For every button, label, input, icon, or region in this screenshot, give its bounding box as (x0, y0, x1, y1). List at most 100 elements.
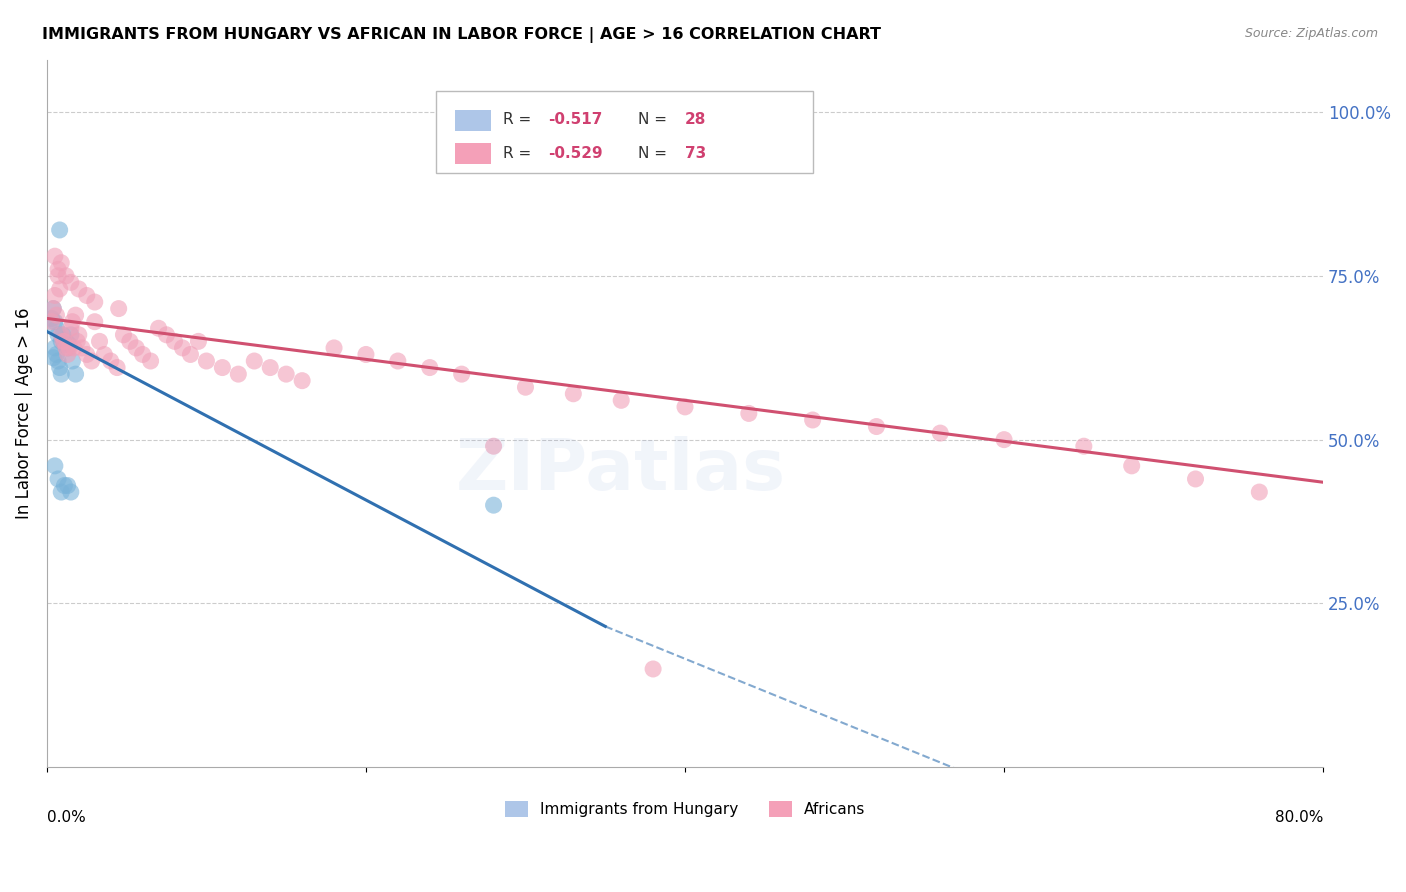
Point (48, 223, 70, 237)
Point (801, 413, 824, 427)
Text: N =: N = (638, 145, 672, 161)
Point (59, 276, 82, 290)
Point (58, 341, 80, 355)
Text: -0.517: -0.517 (548, 112, 603, 128)
Point (83, 315, 105, 329)
Point (100, 354, 122, 368)
Text: R =: R = (502, 112, 536, 128)
Point (59, 485, 82, 500)
Point (993, 433, 1015, 447)
Point (139, 354, 162, 368)
Point (44, 288, 66, 302)
Point (515, 380, 537, 394)
Point (83, 295, 105, 310)
Text: 80.0%: 80.0% (1275, 810, 1323, 825)
Point (70, 341, 93, 355)
Point (41, 315, 63, 329)
Point (59, 321, 82, 335)
Point (89, 334, 111, 349)
Point (58, 337, 80, 351)
Text: ZIPatlas: ZIPatlas (456, 435, 786, 505)
Point (42, 301, 65, 316)
Point (323, 341, 346, 355)
Point (52, 334, 75, 349)
Point (172, 341, 194, 355)
Point (53, 334, 76, 349)
Point (45, 308, 67, 322)
Point (66, 334, 89, 349)
Point (46, 472, 69, 486)
Text: R =: R = (502, 145, 536, 161)
Point (148, 321, 170, 335)
Point (63, 341, 86, 355)
Point (59, 327, 82, 342)
Text: Source: ZipAtlas.com: Source: ZipAtlas.com (1244, 27, 1378, 40)
Point (46, 354, 69, 368)
Point (76, 347, 98, 361)
Point (53, 337, 76, 351)
Point (450, 367, 472, 381)
Point (291, 374, 314, 388)
Point (56, 347, 79, 361)
Point (228, 367, 250, 381)
FancyBboxPatch shape (456, 143, 491, 164)
Point (62, 315, 84, 329)
Point (41, 311, 63, 326)
Point (44, 249, 66, 263)
Text: 73: 73 (685, 145, 706, 161)
FancyBboxPatch shape (436, 92, 813, 173)
Point (93, 347, 115, 361)
Legend: Immigrants from Hungary, Africans: Immigrants from Hungary, Africans (499, 795, 872, 823)
Point (1249, 485, 1271, 500)
Point (643, 662, 665, 676)
Point (51, 485, 73, 500)
Point (51, 334, 73, 349)
Point (105, 360, 128, 375)
Text: N =: N = (638, 112, 672, 128)
Point (51, 367, 73, 381)
Point (65, 367, 87, 381)
Text: -0.529: -0.529 (548, 145, 603, 161)
Point (1184, 472, 1206, 486)
Point (44, 341, 66, 355)
Point (42, 351, 65, 365)
Point (387, 354, 409, 368)
Point (44, 458, 66, 473)
Text: 0.0%: 0.0% (46, 810, 86, 825)
Point (80, 354, 103, 368)
Point (276, 367, 298, 381)
Point (155, 327, 177, 342)
Point (112, 327, 135, 342)
Point (125, 341, 148, 355)
Point (55, 268, 77, 283)
Point (46, 268, 69, 283)
Point (53, 478, 76, 492)
Point (195, 354, 218, 368)
Point (673, 400, 696, 414)
Point (55, 341, 77, 355)
Point (610, 393, 633, 408)
Point (67, 282, 90, 296)
Point (48, 360, 70, 375)
Point (44, 315, 66, 329)
Point (56, 341, 79, 355)
Point (56, 478, 79, 492)
Point (163, 334, 186, 349)
Point (118, 334, 141, 349)
Point (67, 327, 90, 342)
Point (482, 439, 505, 453)
Point (65, 308, 87, 322)
Point (738, 406, 761, 420)
Point (354, 347, 377, 361)
Point (55, 334, 77, 349)
Point (243, 354, 266, 368)
Point (865, 419, 887, 434)
Point (259, 360, 281, 375)
FancyBboxPatch shape (456, 110, 491, 131)
Point (131, 347, 153, 361)
Point (51, 256, 73, 270)
Point (48, 282, 70, 296)
Point (107, 301, 129, 316)
Point (52, 327, 75, 342)
Point (187, 334, 209, 349)
